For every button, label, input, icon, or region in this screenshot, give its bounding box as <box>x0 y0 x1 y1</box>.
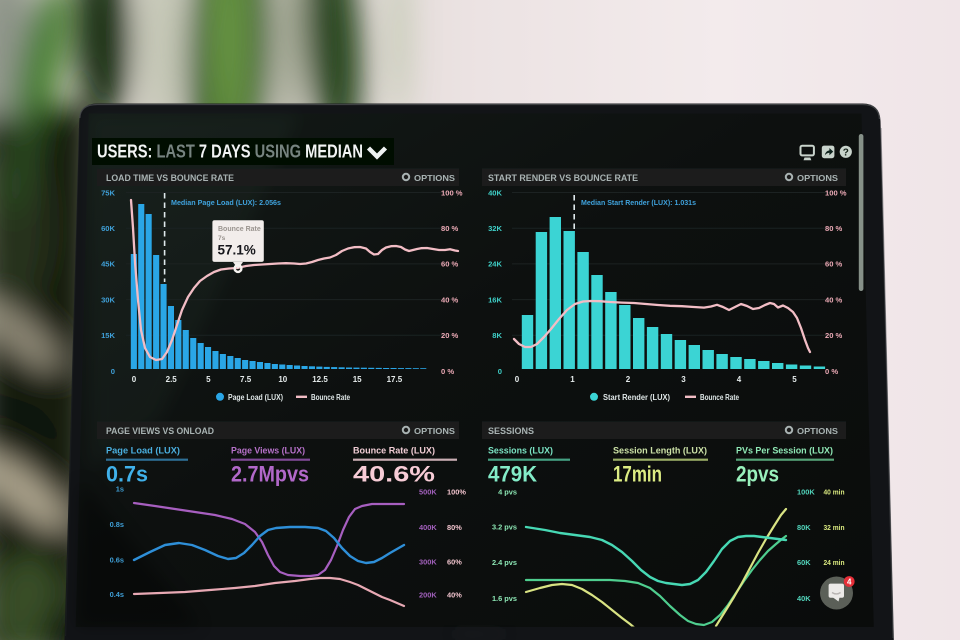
svg-text:5: 5 <box>792 375 797 384</box>
svg-text:MacBook Air: MacBook Air <box>455 629 506 639</box>
svg-text:0.8s: 0.8s <box>110 520 124 529</box>
svg-text:START RENDER VS BOUNCE RATE: START RENDER VS BOUNCE RATE <box>488 173 638 183</box>
svg-text:1.6 pvs: 1.6 pvs <box>492 594 517 603</box>
svg-text:300K: 300K <box>419 558 437 567</box>
svg-text:100K: 100K <box>797 488 815 497</box>
svg-text:60K: 60K <box>797 558 811 567</box>
svg-text:12.5: 12.5 <box>312 375 328 384</box>
svg-text:SESSIONS: SESSIONS <box>488 426 534 436</box>
svg-text:OPTIONS: OPTIONS <box>414 173 455 183</box>
svg-text:2.4 pvs: 2.4 pvs <box>492 558 517 567</box>
svg-text:32K: 32K <box>488 224 502 233</box>
svg-text:45K: 45K <box>101 260 115 269</box>
svg-text:0 %: 0 % <box>441 367 454 376</box>
svg-text:Page Views (LUX): Page Views (LUX) <box>231 446 305 456</box>
svg-text:100%: 100% <box>447 488 466 497</box>
svg-text:Bounce Rate (LUX): Bounce Rate (LUX) <box>353 446 435 456</box>
svg-text:Median Page Load (LUX): 2.056s: Median Page Load (LUX): 2.056s <box>171 198 281 207</box>
svg-text:60K: 60K <box>101 224 115 233</box>
svg-text:16K: 16K <box>488 295 502 304</box>
svg-text:OPTIONS: OPTIONS <box>797 173 838 183</box>
svg-text:40.6%: 40.6% <box>353 462 435 487</box>
svg-text:0.4s: 0.4s <box>110 590 124 599</box>
svg-text:0.7s: 0.7s <box>106 462 148 487</box>
svg-text:3.2 pvs: 3.2 pvs <box>492 523 517 532</box>
svg-text:80%: 80% <box>447 523 462 532</box>
svg-text:15: 15 <box>353 375 362 384</box>
svg-text:500K: 500K <box>419 488 437 497</box>
svg-text:20 %: 20 % <box>441 331 459 340</box>
svg-text:1: 1 <box>570 375 575 384</box>
svg-text:0.6s: 0.6s <box>110 556 124 565</box>
svg-text:24K: 24K <box>488 260 502 269</box>
svg-text:Start Render (LUX): Start Render (LUX) <box>603 393 670 402</box>
svg-text:40%: 40% <box>447 591 462 600</box>
svg-text:1s: 1s <box>116 485 124 494</box>
svg-text:Bounce Rate: Bounce Rate <box>311 393 350 402</box>
svg-text:40 min: 40 min <box>824 488 845 497</box>
svg-text:17.5: 17.5 <box>387 375 403 384</box>
svg-text:PVs Per Session (LUX): PVs Per Session (LUX) <box>736 446 833 456</box>
svg-text:4: 4 <box>737 375 742 384</box>
svg-text:LOAD TIME VS BOUNCE RATE: LOAD TIME VS BOUNCE RATE <box>106 173 234 183</box>
svg-text:60%: 60% <box>447 558 462 567</box>
svg-text:PAGE VIEWS VS ONLOAD: PAGE VIEWS VS ONLOAD <box>106 426 214 436</box>
svg-text:Page Load (LUX): Page Load (LUX) <box>228 393 283 402</box>
svg-text:2pvs: 2pvs <box>736 462 779 487</box>
svg-text:32 min: 32 min <box>824 523 845 532</box>
svg-text:80 %: 80 % <box>825 224 843 233</box>
svg-text:3: 3 <box>681 375 686 384</box>
svg-text:10: 10 <box>278 375 287 384</box>
svg-text:5: 5 <box>206 375 211 384</box>
svg-text:60 %: 60 % <box>825 260 843 269</box>
svg-text:Median Start Render (LUX): 1.0: Median Start Render (LUX): 1.031s <box>581 198 696 207</box>
svg-text:Bounce Rate: Bounce Rate <box>700 393 739 402</box>
svg-text:0: 0 <box>132 375 137 384</box>
svg-text:2.5: 2.5 <box>166 375 178 384</box>
svg-text:?: ? <box>843 148 849 159</box>
svg-text:0 %: 0 % <box>825 367 838 376</box>
svg-text:7s: 7s <box>218 235 226 242</box>
svg-text:4 pvs: 4 pvs <box>498 488 517 497</box>
svg-text:24 min: 24 min <box>824 558 845 567</box>
svg-text:0: 0 <box>111 367 115 376</box>
svg-text:75K: 75K <box>101 188 115 197</box>
svg-text:20 %: 20 % <box>825 331 843 340</box>
svg-text:60 %: 60 % <box>441 260 459 269</box>
svg-text:15K: 15K <box>101 331 115 340</box>
svg-text:40K: 40K <box>488 188 502 197</box>
svg-text:2: 2 <box>626 375 631 384</box>
svg-text:40K: 40K <box>797 594 811 603</box>
svg-text:400K: 400K <box>419 523 437 532</box>
svg-text:30K: 30K <box>101 295 115 304</box>
svg-text:100 %: 100 % <box>441 188 463 197</box>
svg-text:57.1%: 57.1% <box>218 243 256 258</box>
svg-text:Bounce Rate: Bounce Rate <box>218 226 261 233</box>
svg-text:80K: 80K <box>797 523 811 532</box>
svg-text:4: 4 <box>847 578 852 587</box>
svg-text:200K: 200K <box>419 591 437 600</box>
svg-text:OPTIONS: OPTIONS <box>414 426 455 436</box>
svg-text:40 %: 40 % <box>825 295 843 304</box>
svg-text:Session Length (LUX): Session Length (LUX) <box>613 446 707 456</box>
svg-text:Page Load (LUX): Page Load (LUX) <box>106 446 180 456</box>
svg-text:USERS: LAST 7 DAYS USING MEDIA: USERS: LAST 7 DAYS USING MEDIAN <box>97 142 363 162</box>
svg-text:7.5: 7.5 <box>240 375 252 384</box>
svg-text:8K: 8K <box>492 331 502 340</box>
svg-text:100 %: 100 % <box>825 188 847 197</box>
svg-text:40 %: 40 % <box>441 295 459 304</box>
svg-text:Sessions (LUX): Sessions (LUX) <box>488 446 553 456</box>
svg-text:2.7Mpvs: 2.7Mpvs <box>231 462 309 487</box>
svg-text:0: 0 <box>515 375 520 384</box>
svg-text:0: 0 <box>498 367 502 376</box>
svg-text:OPTIONS: OPTIONS <box>797 426 838 436</box>
svg-text:479K: 479K <box>488 462 537 487</box>
svg-text:17min: 17min <box>613 462 662 487</box>
svg-text:80 %: 80 % <box>441 224 459 233</box>
